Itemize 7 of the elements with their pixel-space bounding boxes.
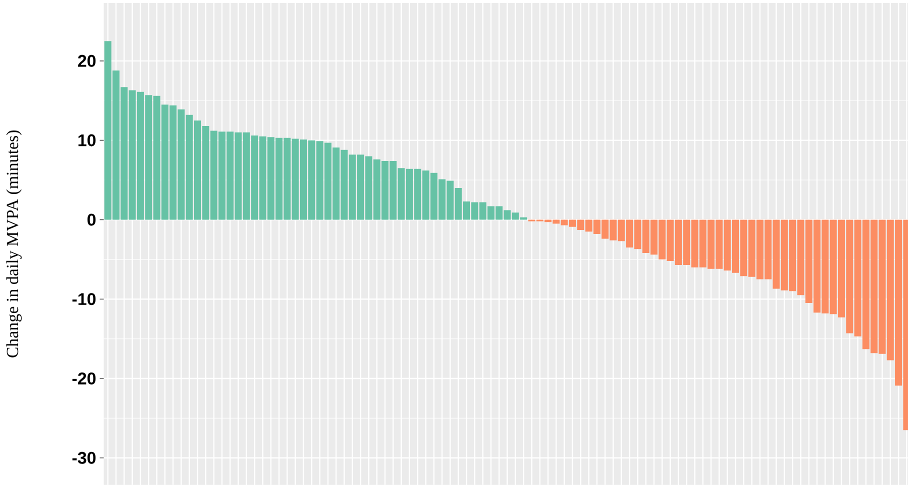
y-tick-label: -10 [72,293,96,306]
y-tick-label: -30 [72,452,96,464]
y-tick-label: -20 [72,372,96,385]
y-axis-title: Change in daily MVPA (minutes) [6,130,22,358]
y-tick-label: 20 [78,55,96,68]
y-tick-label: 10 [78,134,96,146]
y-tick-label: 0 [88,214,96,226]
